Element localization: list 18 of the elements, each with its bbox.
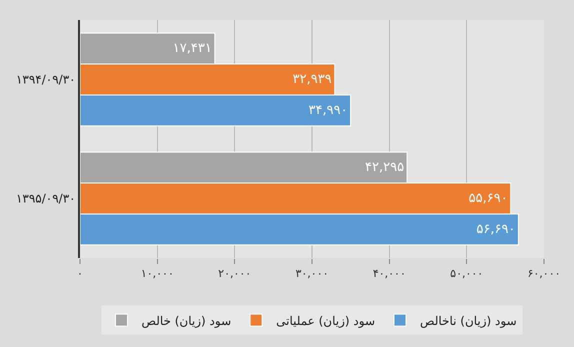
legend-label: سود (زیان) ناخالص: [420, 314, 517, 328]
x-tick-label: ۰: [77, 267, 83, 280]
legend-label: سود (زیان) عملیاتی: [276, 314, 376, 328]
x-tick-label: ۱۰,۰۰۰: [140, 267, 174, 280]
x-tick-label: ۴۰,۰۰۰: [372, 267, 406, 280]
x-tick-label: ۳۰,۰۰۰: [295, 267, 329, 280]
data-label: ۴۲,۲۹۵: [365, 160, 404, 176]
y-tick-label: ۱۳۹۵/۰۹/۳۰: [16, 192, 76, 206]
x-tick-label: ۵۰,۰۰۰: [450, 267, 484, 280]
x-tick-label: ۶۰,۰۰۰: [527, 267, 561, 280]
x-tick-label: ۲۰,۰۰۰: [218, 267, 252, 280]
data-label: ۳۲,۹۳۹: [292, 72, 332, 87]
data-label: ۳۴,۹۹۰: [308, 102, 348, 118]
data-label: ۵۶,۶۹۰: [476, 222, 516, 237]
y-tick-label: ۱۳۹۴/۰۹/۳۰: [16, 72, 76, 87]
data-label: ۵۵,۶۹۰: [468, 191, 508, 206]
legend-label: سود (زیان) خالص: [142, 314, 232, 328]
data-label: ۱۷,۴۳۱: [172, 41, 212, 56]
